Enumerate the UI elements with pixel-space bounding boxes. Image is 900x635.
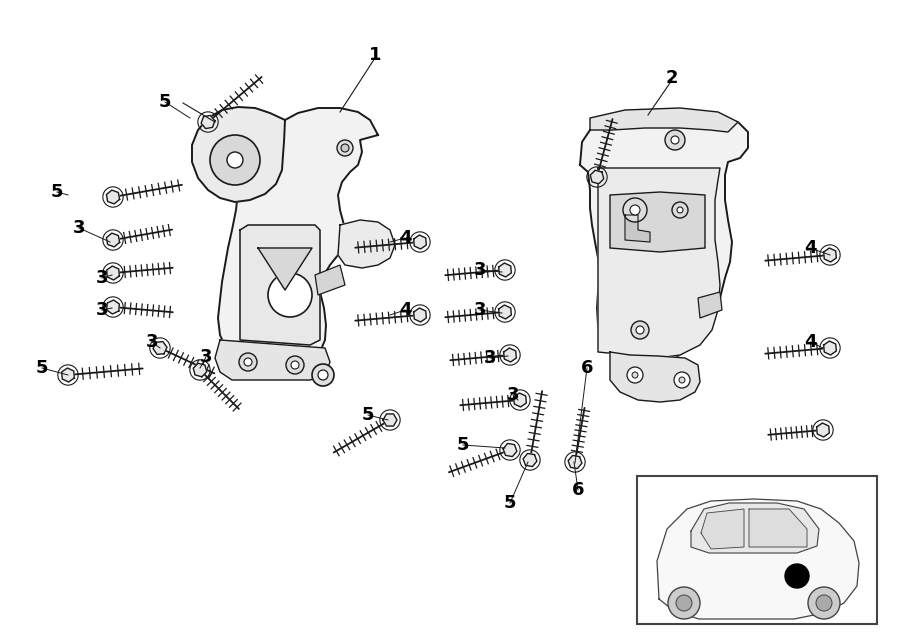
- Polygon shape: [192, 107, 285, 202]
- Polygon shape: [106, 233, 120, 247]
- Polygon shape: [523, 453, 537, 467]
- Circle shape: [679, 377, 685, 383]
- Circle shape: [227, 152, 243, 168]
- Text: 3: 3: [473, 261, 486, 279]
- Polygon shape: [610, 352, 700, 402]
- Circle shape: [676, 595, 692, 611]
- Text: 1: 1: [369, 46, 382, 64]
- Polygon shape: [338, 220, 395, 268]
- Polygon shape: [568, 455, 582, 469]
- Circle shape: [632, 372, 638, 378]
- Polygon shape: [625, 215, 650, 242]
- Circle shape: [341, 144, 349, 152]
- Polygon shape: [315, 265, 345, 295]
- Polygon shape: [598, 168, 720, 358]
- Circle shape: [671, 136, 679, 144]
- Text: 3: 3: [95, 269, 108, 287]
- Circle shape: [665, 130, 685, 150]
- Polygon shape: [514, 393, 526, 407]
- Text: 3: 3: [146, 333, 158, 351]
- Polygon shape: [749, 509, 807, 547]
- Circle shape: [244, 358, 252, 366]
- Polygon shape: [504, 348, 517, 362]
- Polygon shape: [215, 340, 330, 380]
- Polygon shape: [824, 341, 836, 355]
- Text: 5: 5: [504, 494, 517, 512]
- Text: 5: 5: [456, 436, 469, 454]
- Text: 6: 6: [580, 359, 593, 377]
- Text: 4: 4: [804, 239, 816, 257]
- Polygon shape: [701, 509, 744, 549]
- Circle shape: [785, 564, 809, 588]
- Polygon shape: [580, 118, 748, 362]
- Circle shape: [630, 205, 640, 215]
- Polygon shape: [194, 363, 207, 377]
- Polygon shape: [218, 108, 378, 368]
- Text: 3: 3: [200, 348, 212, 366]
- Text: 3: 3: [507, 386, 519, 404]
- Circle shape: [631, 321, 649, 339]
- Text: 5: 5: [362, 406, 374, 424]
- Polygon shape: [816, 423, 829, 437]
- Polygon shape: [824, 248, 836, 262]
- Polygon shape: [590, 108, 738, 132]
- Text: 3: 3: [473, 301, 486, 319]
- Bar: [637, 476, 877, 624]
- Text: 6: 6: [572, 481, 584, 499]
- Polygon shape: [503, 443, 517, 457]
- Circle shape: [816, 595, 832, 611]
- Polygon shape: [201, 116, 215, 128]
- Polygon shape: [383, 414, 397, 426]
- Text: 4: 4: [399, 229, 411, 247]
- Circle shape: [623, 198, 647, 222]
- Text: 4: 4: [804, 333, 816, 351]
- Circle shape: [312, 364, 334, 386]
- Polygon shape: [240, 225, 320, 345]
- Text: 5: 5: [50, 183, 63, 201]
- Polygon shape: [414, 235, 427, 249]
- Circle shape: [291, 361, 299, 369]
- Text: 5: 5: [36, 359, 49, 377]
- Polygon shape: [107, 266, 120, 280]
- Polygon shape: [590, 170, 604, 184]
- Circle shape: [808, 587, 840, 619]
- Polygon shape: [698, 292, 722, 318]
- Text: 3: 3: [95, 301, 108, 319]
- Circle shape: [636, 326, 644, 334]
- Polygon shape: [153, 342, 167, 354]
- Circle shape: [337, 140, 353, 156]
- Circle shape: [668, 587, 700, 619]
- Circle shape: [318, 370, 328, 380]
- Polygon shape: [499, 263, 511, 277]
- Polygon shape: [106, 190, 120, 204]
- Text: 3: 3: [73, 219, 86, 237]
- Text: 3: 3: [484, 349, 496, 367]
- Text: 2: 2: [666, 69, 679, 87]
- Polygon shape: [657, 499, 859, 619]
- Polygon shape: [258, 248, 312, 290]
- Circle shape: [677, 207, 683, 213]
- Text: 5: 5: [158, 93, 171, 111]
- Circle shape: [674, 372, 690, 388]
- Circle shape: [627, 367, 643, 383]
- Circle shape: [210, 135, 260, 185]
- Polygon shape: [414, 308, 427, 322]
- Polygon shape: [499, 305, 511, 319]
- Polygon shape: [107, 300, 120, 314]
- Polygon shape: [610, 192, 705, 252]
- Text: 4: 4: [399, 301, 411, 319]
- Polygon shape: [691, 503, 819, 553]
- Polygon shape: [62, 368, 75, 382]
- Circle shape: [672, 202, 688, 218]
- Circle shape: [239, 353, 257, 371]
- Circle shape: [286, 356, 304, 374]
- Circle shape: [268, 273, 312, 317]
